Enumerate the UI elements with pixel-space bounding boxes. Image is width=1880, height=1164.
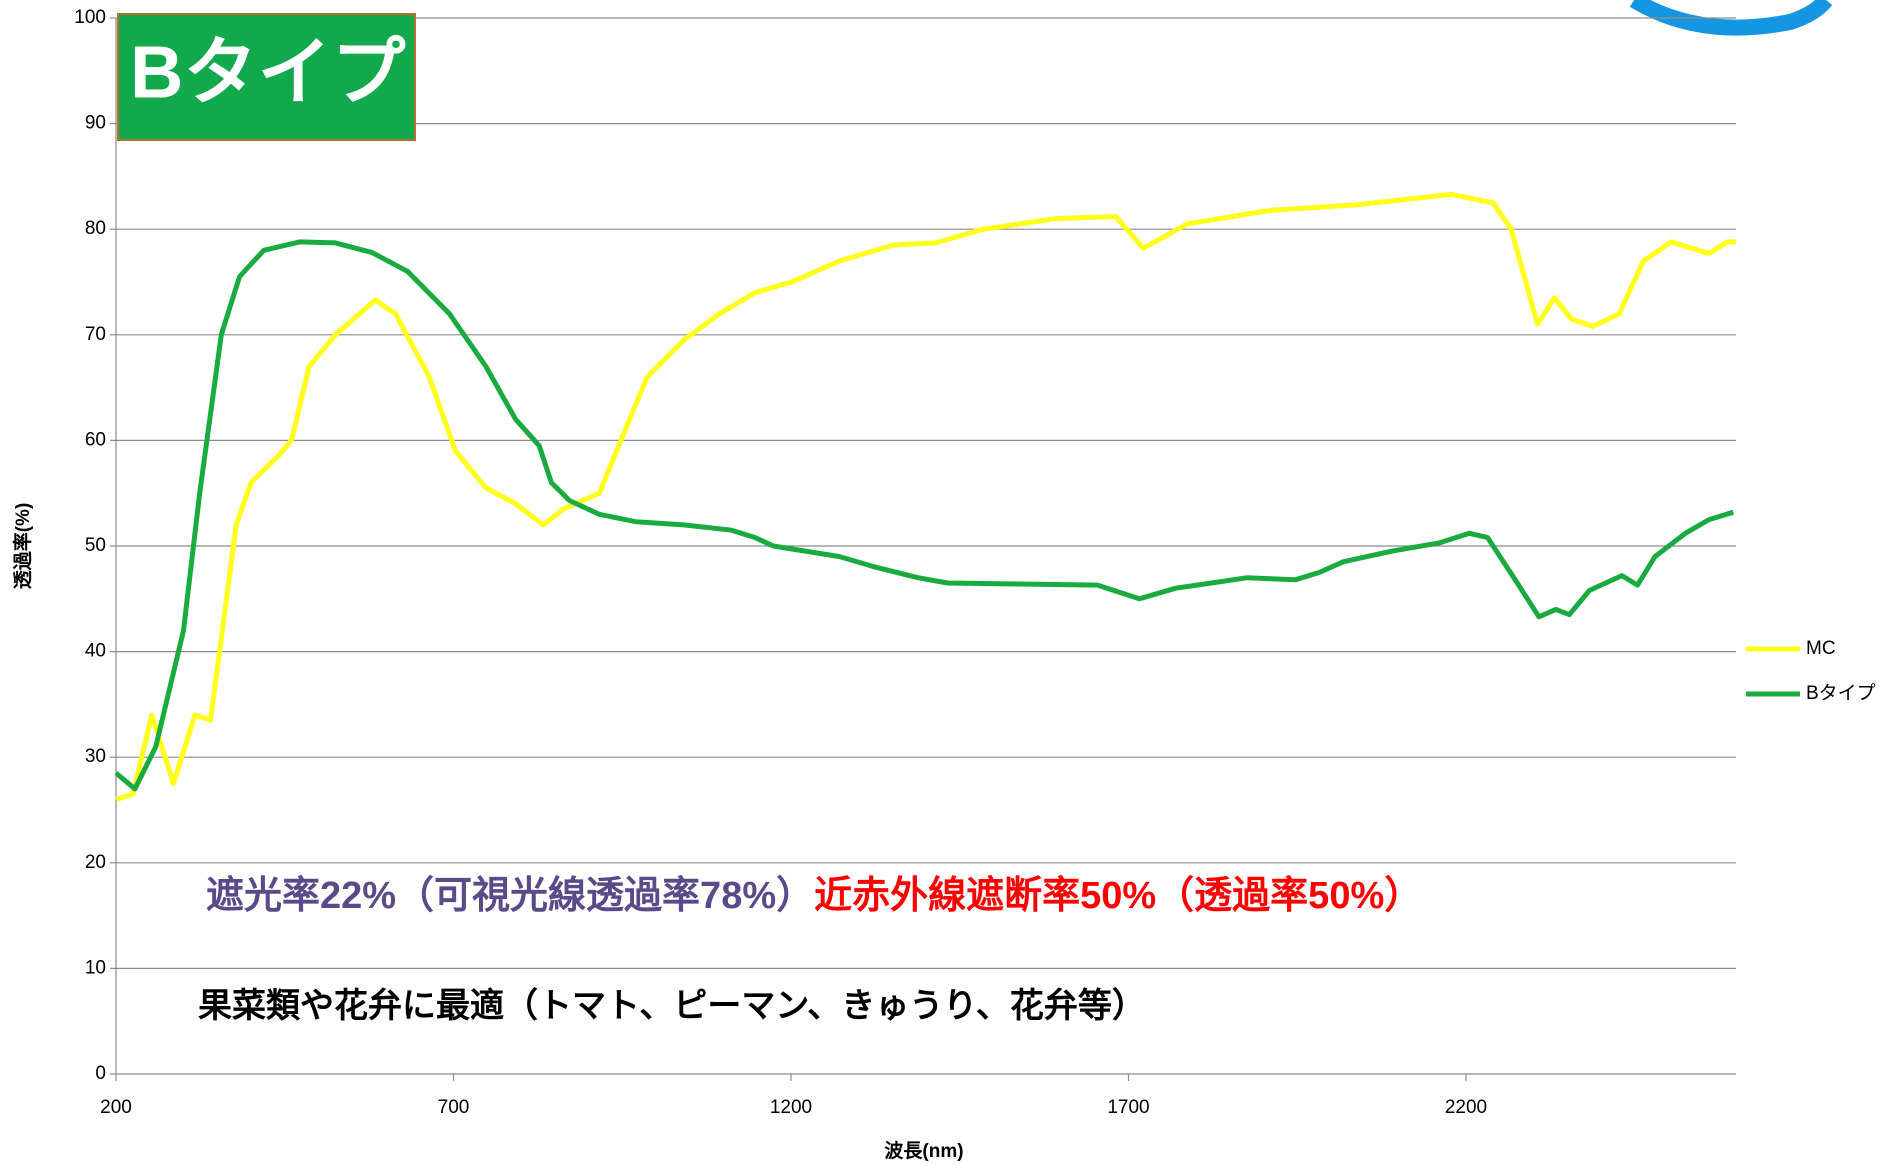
x-tick-label: 2200 [1445,1097,1487,1118]
data-line [115,191,1736,802]
y-tick-label: 10 [85,957,106,978]
legend-label: MC [1806,638,1836,659]
y-tick-label: 40 [85,641,106,662]
y-tick-label: 30 [85,746,106,767]
y-tick-label: 80 [85,218,106,239]
chart-title: Bタイプ [130,31,405,114]
annotation: 近赤外線遮断率50%（透過率50%） [814,875,1422,917]
y-tick-label: 20 [85,852,106,873]
x-tick-label: 200 [100,1097,132,1118]
title-box [117,13,416,141]
x-axis-label: 波長(nm) [884,1139,963,1162]
data-line [114,239,1735,792]
annotation: 遮光率22%（可視光線透過率78%） [206,875,814,917]
logo-fragment [1629,0,1833,36]
x-tick-label: 1200 [770,1097,812,1118]
x-tick-label: 700 [438,1097,470,1118]
y-axis-label: 透過率(%) [11,503,34,590]
legend-label: Bタイプ [1806,682,1876,704]
y-tick-label: 0 [95,1063,106,1084]
y-tick-label: 50 [85,535,106,556]
y-tick-label: 60 [85,429,106,450]
plot-area: 0 10 20 30 40 50 60 70 80 90 100 200 700 1200 1700 2200… [74,7,1875,1118]
x-tick-label: 1700 [1107,1097,1149,1118]
y-tick-label: 70 [85,324,106,345]
y-tick-label: 90 [85,113,106,134]
annotation-line: 遮光率22%（可視光線透過率78%）近赤外線遮断率50%（透過率50%） [206,875,1422,917]
annotation: 果菜類や花弁に最適（トマト、ピーマン、きゅうり、花弁等） [198,986,1146,1025]
y-tick-label: 100 [74,7,106,28]
